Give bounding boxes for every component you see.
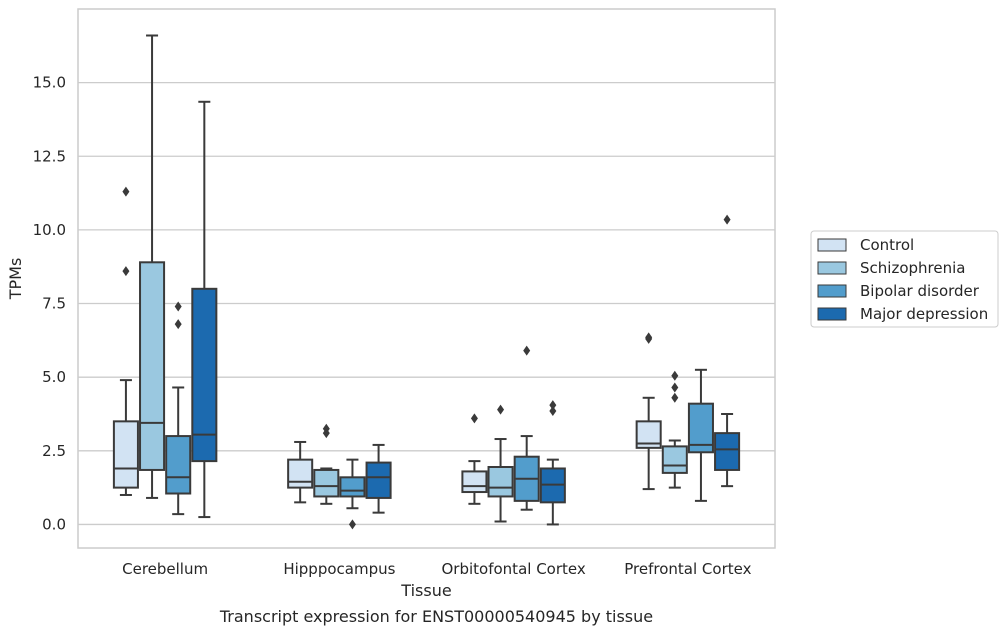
legend-swatch (817, 307, 847, 321)
x-tick-label: Orbitofontal Cortex (442, 560, 586, 578)
legend-label: Major depression (860, 305, 988, 323)
outlier-point (470, 413, 478, 424)
box (339, 476, 366, 498)
y-axis-ticks: 0.0 2.5 5.0 7.5 10.0 12.5 15.0 (33, 74, 66, 534)
y-tick-label: 12.5 (33, 147, 66, 165)
box (714, 432, 741, 471)
outlier-point (645, 333, 653, 344)
box-group (461, 413, 488, 505)
y-tick-label: 5.0 (42, 368, 66, 386)
x-axis-ticks: Cerebellum Hipppocampus Orbitofontal Corte… (122, 560, 751, 578)
box-group (365, 443, 392, 514)
box-group (112, 186, 139, 496)
box (661, 445, 688, 474)
box (112, 420, 139, 489)
y-tick-label: 15.0 (33, 74, 66, 92)
box-group (191, 100, 218, 519)
box (165, 435, 192, 495)
box-group (513, 345, 540, 511)
x-tick-label: Prefrontal Cortex (624, 560, 751, 578)
legend-frame (810, 230, 999, 328)
legend: Control Schizophrenia Bipolar disorder Majo… (810, 230, 999, 328)
box-group (139, 34, 166, 499)
box (461, 470, 488, 494)
legend-label: Control (860, 236, 914, 254)
box-group (539, 400, 566, 526)
legend-item: Bipolar disorder (817, 282, 980, 300)
x-axis-label: Tissue (400, 581, 451, 600)
legend-item: Major depression (817, 305, 988, 323)
outlier-point (523, 345, 531, 356)
x-tick-label: Cerebellum (122, 560, 208, 578)
box (487, 466, 514, 498)
outlier-point (122, 266, 130, 277)
outlier-point (322, 428, 330, 439)
y-tick-label: 7.5 (42, 295, 66, 313)
box-group (339, 458, 366, 530)
outlier-point (549, 400, 557, 411)
box (191, 287, 218, 463)
box-group (313, 423, 340, 505)
box (365, 461, 392, 499)
outlier-point (671, 392, 679, 403)
legend-swatch (817, 238, 847, 252)
legend-items: Control Schizophrenia Bipolar disorder Majo… (817, 236, 988, 323)
legend-item: Schizophrenia (817, 259, 965, 277)
outlier-point (122, 186, 130, 197)
outlier-point (671, 382, 679, 393)
box (287, 458, 314, 489)
outlier-point (723, 214, 731, 225)
box-group (687, 368, 714, 502)
plot-area (112, 34, 741, 530)
chart-caption: Transcript expression for ENST0000054094… (219, 607, 653, 626)
y-tick-label: 0.0 (42, 515, 66, 533)
box-group (714, 214, 741, 488)
legend-label: Schizophrenia (860, 259, 965, 277)
box (139, 261, 166, 471)
box-group (635, 332, 662, 491)
box-group (287, 440, 314, 504)
outlier-point (549, 406, 557, 417)
legend-item: Control (817, 236, 914, 254)
plot-frame (77, 8, 776, 549)
legend-swatch (817, 284, 847, 298)
outlier-point (174, 319, 182, 330)
y-axis-label: TPMs (6, 258, 25, 301)
legend-swatch (817, 261, 847, 275)
box-group (661, 370, 688, 489)
outlier-point (671, 370, 679, 381)
outlier-point (174, 301, 182, 312)
x-tick-label: Hipppocampus (283, 560, 395, 578)
box-group (487, 404, 514, 523)
outlier-point (348, 519, 356, 530)
box-group (165, 301, 192, 516)
y-tick-label: 10.0 (33, 221, 66, 239)
y-tick-label: 2.5 (42, 442, 66, 460)
box (313, 468, 340, 498)
outlier-point (497, 404, 505, 415)
legend-label: Bipolar disorder (860, 282, 980, 300)
